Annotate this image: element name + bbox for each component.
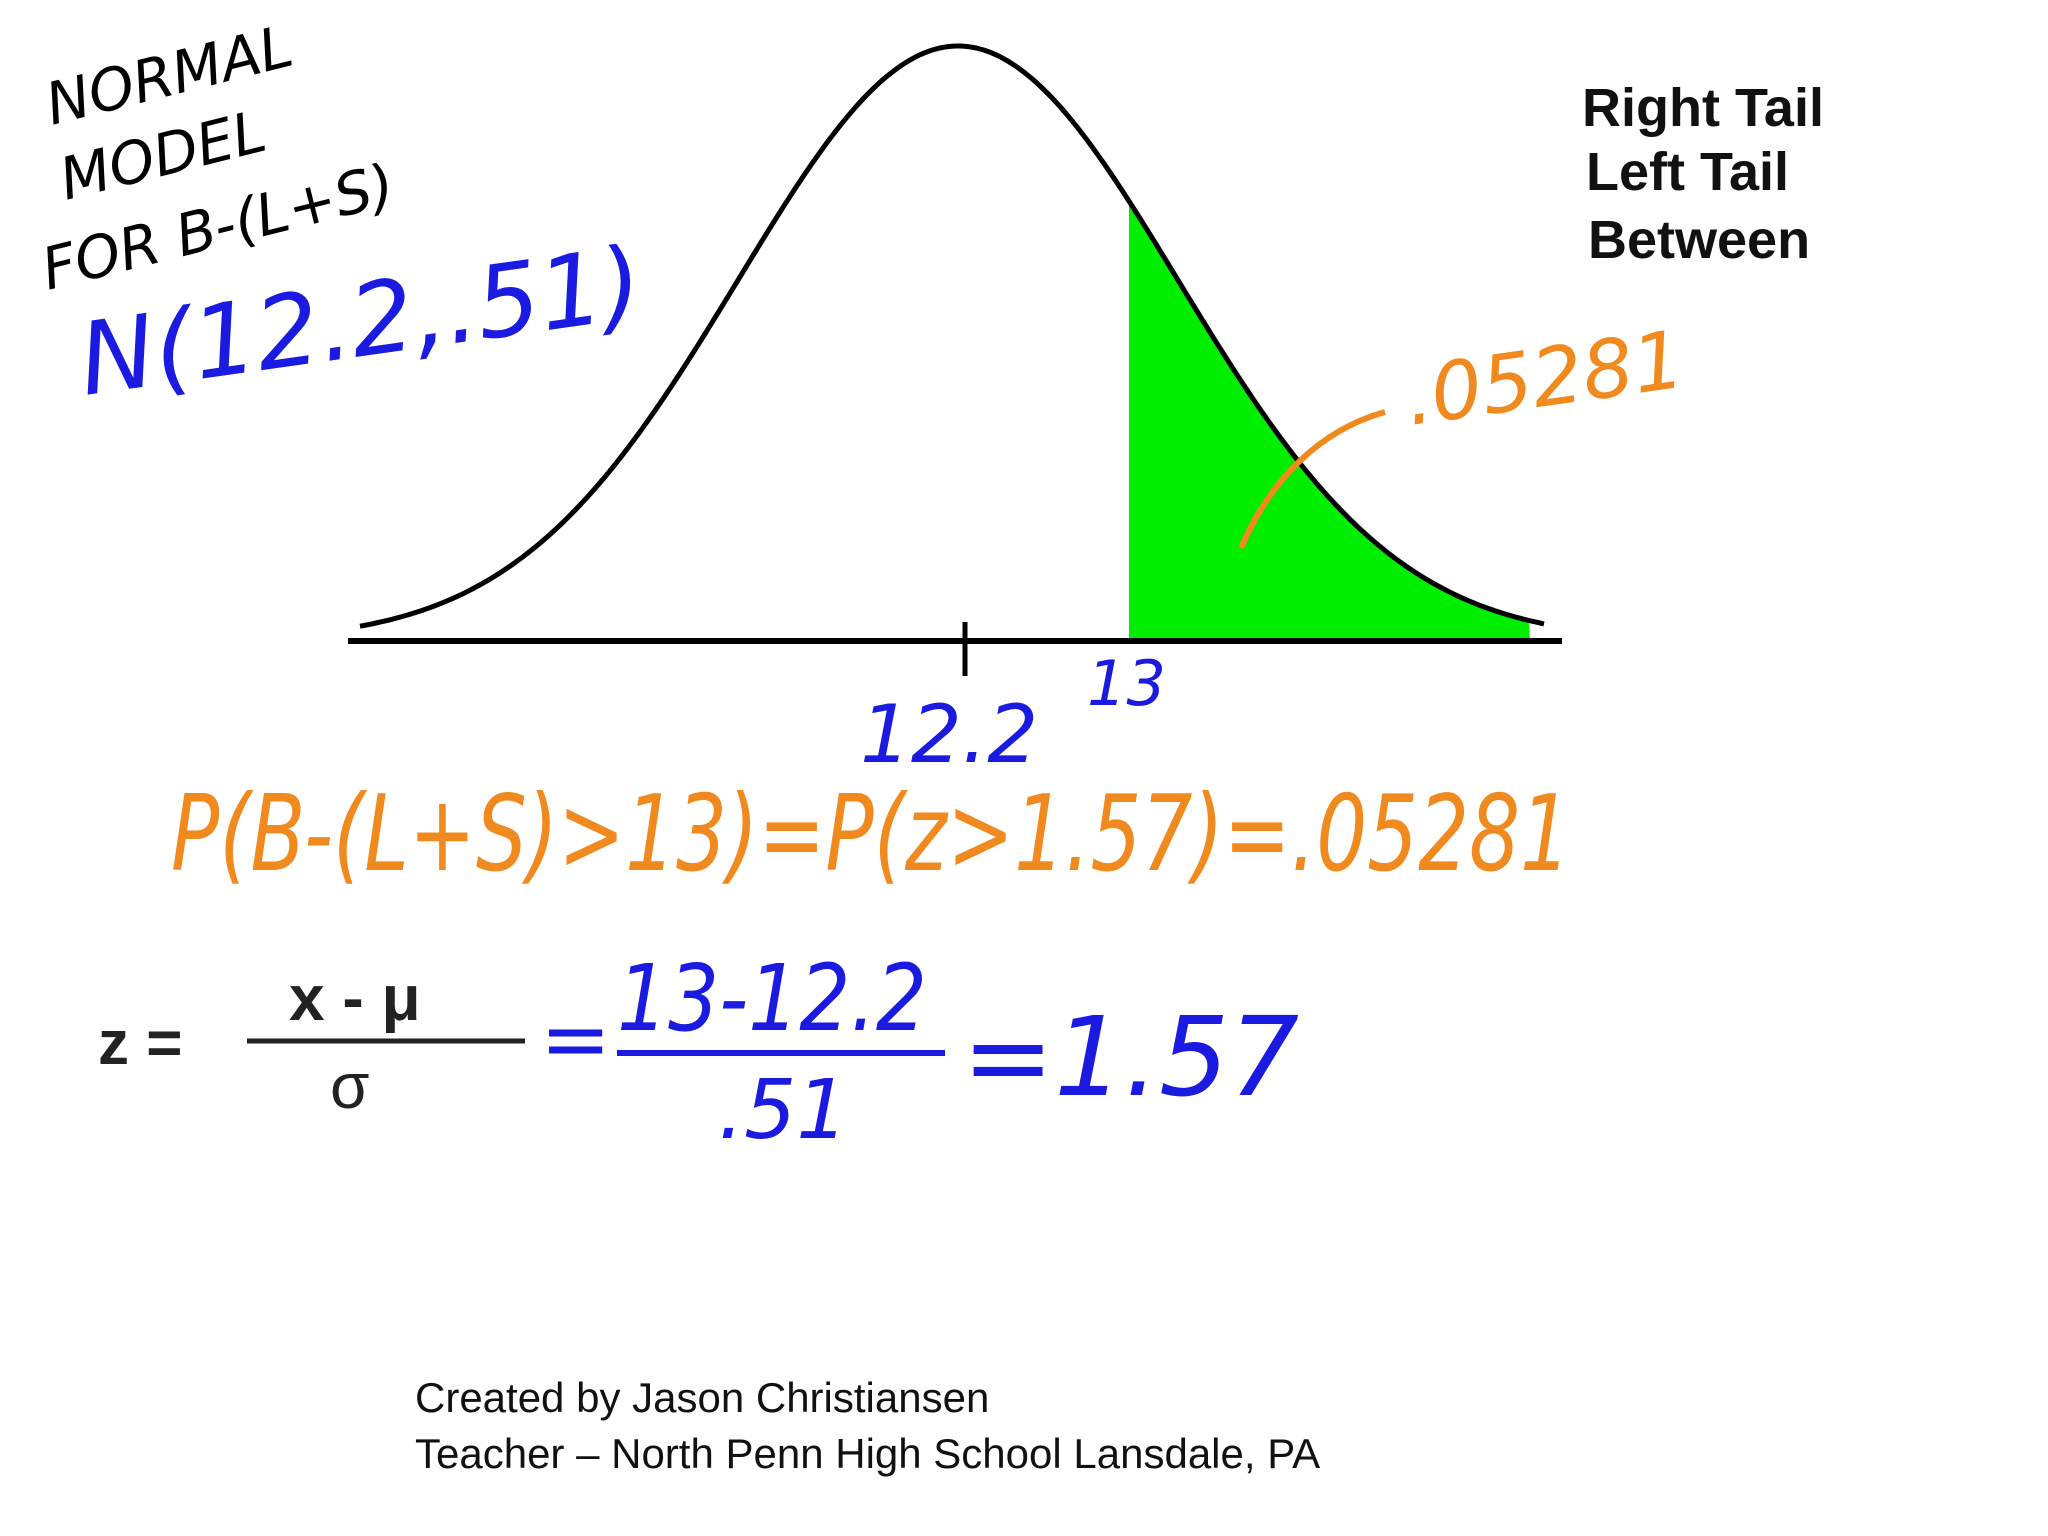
formula-numerator: x - μ xyxy=(289,962,421,1034)
formula-lhs: z = xyxy=(98,1009,182,1078)
equals: = xyxy=(540,990,611,1089)
sub-denominator: .51 xyxy=(718,1063,848,1158)
cutoff-label: 13 xyxy=(1087,647,1166,720)
credit-line: Teacher – North Penn High School Lansdal… xyxy=(415,1430,1320,1477)
mean-label: 12.2 xyxy=(860,688,1038,781)
probability-statement: P(B-(L+S)>13)=P(z>1.57)=.05281 xyxy=(171,773,1571,895)
credit-line: Created by Jason Christiansen xyxy=(415,1374,989,1421)
option: Right Tail xyxy=(1582,78,1824,138)
option: Between xyxy=(1588,210,1810,270)
pointer-stroke xyxy=(1238,409,1386,550)
formula-denominator: σ xyxy=(330,1050,370,1122)
shaded-tail xyxy=(1129,201,1530,641)
option: Left Tail xyxy=(1586,142,1789,202)
normal-curve xyxy=(359,43,1545,629)
options: Right Tail Left Tail Between xyxy=(1582,78,1824,270)
sub-numerator: 13-12.2 xyxy=(617,945,927,1052)
result: =1.57 xyxy=(962,993,1299,1121)
credits: Created by Jason Christiansen Teacher – … xyxy=(415,1374,1320,1477)
